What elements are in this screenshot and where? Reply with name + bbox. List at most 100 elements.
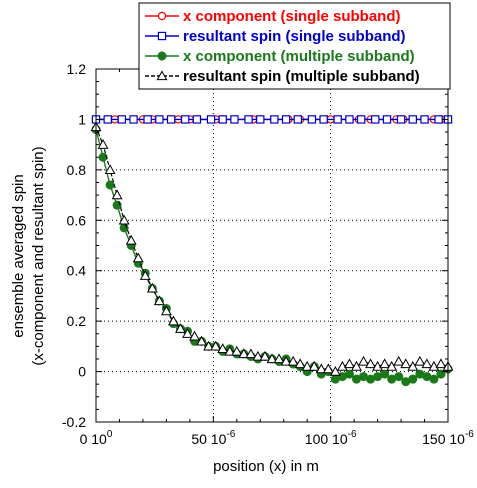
series-point — [117, 115, 127, 124]
series-point — [365, 358, 377, 369]
series-point — [252, 350, 264, 361]
series-point — [238, 348, 250, 359]
series-point — [429, 374, 439, 384]
legend-label: resultant spin (multiple subband) — [183, 68, 420, 85]
x-tick-label: 0 100 — [80, 429, 113, 447]
series-point — [189, 330, 201, 341]
y-axis-label-line1: ensemble averaged spin — [10, 174, 27, 337]
series-point — [118, 214, 130, 225]
series-point — [104, 164, 116, 175]
series-point — [97, 139, 109, 149]
series-point — [192, 115, 202, 124]
legend-label: resultant spin (single subband) — [183, 28, 406, 45]
series-point — [111, 189, 123, 200]
series-layer — [90, 115, 454, 387]
series-point — [358, 355, 369, 366]
x-tick-label: 100 10-6 — [305, 429, 357, 447]
series-point — [166, 115, 176, 124]
series-point — [408, 115, 418, 124]
y-tick-label: 0.2 — [67, 313, 87, 329]
series-point — [273, 353, 285, 364]
series-point — [132, 252, 144, 263]
x-tick-label: 150 10-6 — [422, 429, 474, 447]
legend: x component (single subband) resultant sp… — [138, 2, 451, 90]
series-point — [329, 365, 341, 376]
series-point — [103, 115, 112, 124]
series-point — [139, 270, 151, 280]
series-point — [396, 115, 406, 124]
series-point — [245, 348, 257, 359]
legend-label: x component (multiple subband) — [183, 48, 415, 65]
x-tick-labels: 0 100 50 10-6 100 10-6 150 10-6 — [80, 429, 475, 447]
series-point — [256, 115, 265, 124]
series-point — [230, 115, 239, 124]
series-point — [217, 343, 229, 354]
x-axis-label: position (x) in m — [213, 458, 319, 475]
series-point — [343, 358, 355, 369]
series-point — [125, 234, 137, 245]
series-point — [153, 295, 165, 306]
series-point — [394, 372, 404, 382]
series-point — [393, 355, 405, 366]
series-point — [379, 358, 391, 369]
series-point — [408, 374, 418, 384]
series-point — [421, 358, 433, 369]
series-point — [356, 115, 366, 124]
series-point — [344, 369, 354, 379]
series-point — [155, 115, 164, 124]
series-point — [259, 350, 271, 361]
series-point — [307, 115, 317, 124]
series-point — [196, 335, 208, 346]
y-tick-label: 0.6 — [67, 212, 87, 228]
series-point — [266, 353, 278, 364]
series-point — [315, 363, 327, 374]
series-point — [371, 115, 380, 124]
series-point — [319, 115, 328, 124]
y-tick-label: 0 — [78, 364, 86, 380]
series-point — [182, 328, 193, 338]
series-point — [270, 115, 279, 124]
series-point — [206, 115, 216, 124]
series-point — [351, 360, 362, 371]
series-1 — [91, 115, 453, 124]
series-point — [129, 115, 138, 124]
series-point — [281, 115, 291, 124]
y-tick-labels: -0.2 0 0.2 0.4 0.6 0.8 1 1.2 — [62, 61, 86, 430]
series-point — [386, 360, 398, 371]
series-point — [322, 363, 334, 374]
series-point — [400, 358, 412, 369]
series-point — [434, 115, 443, 124]
series-point — [380, 369, 390, 379]
legend-box — [138, 2, 451, 90]
series-point — [231, 345, 243, 356]
y-axis-label-line2: (x-component and resultant spin) — [30, 146, 47, 365]
series-point — [435, 358, 447, 369]
series-point — [218, 115, 227, 124]
series-point — [287, 355, 299, 366]
series-point — [143, 115, 152, 124]
y-tick-label: 1.2 — [67, 61, 87, 77]
series-point — [301, 360, 313, 371]
series-point — [167, 315, 179, 326]
series-point — [293, 115, 303, 124]
legend-swatch-marker — [157, 11, 167, 21]
y-tick-label: 1 — [78, 111, 86, 127]
series-point — [210, 340, 222, 351]
series-point — [345, 115, 354, 124]
series-3 — [90, 121, 454, 376]
y-tick-label: 0.8 — [67, 162, 87, 178]
series-point — [294, 358, 306, 369]
legend-label: x component (single subband) — [183, 8, 401, 25]
series-point — [160, 305, 172, 316]
legend-swatch-marker — [157, 31, 167, 41]
x-tick-label: 50 10-6 — [191, 429, 235, 447]
series-point — [203, 340, 215, 351]
legend-swatch-marker — [156, 70, 168, 81]
series-point — [382, 115, 392, 124]
series-point — [244, 115, 253, 124]
series-point — [180, 115, 190, 124]
series-point — [420, 115, 429, 124]
series-point — [280, 355, 292, 366]
y-tick-label: -0.2 — [62, 414, 86, 430]
series-point — [146, 282, 158, 293]
